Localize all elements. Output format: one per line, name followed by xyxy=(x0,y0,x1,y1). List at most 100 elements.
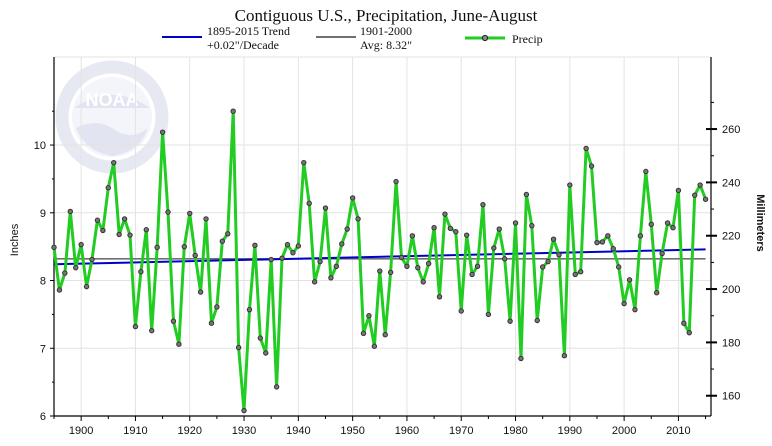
precip-point xyxy=(203,216,209,222)
precip-point xyxy=(648,221,654,228)
legend: 1895-2015 Trend +0.02"/Decade 1901-2000 … xyxy=(162,24,543,52)
precip-point xyxy=(214,304,220,310)
precip-point xyxy=(425,260,432,267)
x-tick-label: 1990 xyxy=(558,425,582,437)
precip-point xyxy=(366,313,372,319)
precip-point xyxy=(328,275,334,281)
precip-point xyxy=(116,231,122,238)
precip-point xyxy=(268,256,274,263)
y-tick-label: 7 xyxy=(40,343,46,355)
precip-point xyxy=(664,220,671,226)
precip-point xyxy=(377,268,383,274)
x-tick-label: 1960 xyxy=(395,425,419,437)
y-tick-label: 8 xyxy=(40,276,46,288)
precip-point xyxy=(127,232,133,238)
precip-point xyxy=(675,187,682,194)
precip-point xyxy=(501,256,508,262)
y2-axis-label: Millimeters xyxy=(754,194,766,251)
trend-line xyxy=(53,248,706,266)
y-axis-label: Inches xyxy=(9,223,21,256)
precip-point xyxy=(230,108,236,114)
precip-point xyxy=(431,224,437,231)
precip-point xyxy=(393,178,399,185)
chart-title: Contiguous U.S., Precipitation, June-Aug… xyxy=(235,6,538,25)
precip-point xyxy=(610,245,616,252)
precip-point xyxy=(567,182,573,188)
precip-point xyxy=(670,224,676,231)
precip-point xyxy=(442,211,448,217)
precip-point xyxy=(333,263,340,270)
precip-point xyxy=(284,241,291,248)
precip-point xyxy=(94,217,101,223)
precip-point xyxy=(594,239,600,246)
y-tick-label: 6 xyxy=(40,411,46,423)
y2-tick-label: 260 xyxy=(722,124,740,136)
precip-point xyxy=(632,306,638,313)
precip-point xyxy=(529,222,535,229)
precip-point xyxy=(311,279,318,285)
precip-point xyxy=(317,258,323,265)
precip-point xyxy=(681,320,687,326)
precip-point xyxy=(132,323,139,330)
precip-point xyxy=(192,252,198,259)
precip-point xyxy=(360,330,367,337)
precip-point xyxy=(246,306,253,313)
precip-point xyxy=(301,159,307,166)
legend-avg-label: 1901-2000 xyxy=(360,24,412,38)
precip-point xyxy=(605,233,611,239)
precip-point xyxy=(539,264,546,270)
precip-point xyxy=(577,269,584,275)
y2-tick-label: 200 xyxy=(722,284,740,296)
precip-point xyxy=(626,277,633,283)
precip-point xyxy=(67,208,73,215)
precip-point xyxy=(463,232,470,238)
x-tick-label: 1900 xyxy=(69,425,93,437)
precip-point xyxy=(697,182,703,188)
precip-point xyxy=(176,341,182,347)
legend-avg-value: Avg: 8.32" xyxy=(360,38,412,52)
precip-point xyxy=(349,195,356,201)
precip-point xyxy=(197,289,204,295)
precip-point xyxy=(572,271,578,278)
precip-point xyxy=(208,320,215,326)
precip-point xyxy=(62,270,68,276)
precip-point xyxy=(453,229,459,235)
precip-point xyxy=(485,311,492,318)
x-tick-label: 1970 xyxy=(449,425,473,437)
precip-point xyxy=(534,317,540,324)
precip-point xyxy=(692,192,698,198)
precip-point xyxy=(561,353,568,359)
precip-point xyxy=(241,407,247,414)
legend-precip-label: Precip xyxy=(512,32,543,46)
precip-point xyxy=(322,205,329,211)
precip-point xyxy=(621,300,627,307)
precip-point xyxy=(273,384,280,390)
precip-point xyxy=(78,241,84,248)
x-tick-label: 1930 xyxy=(232,425,256,437)
plot-area: 6 7 8 9 10 160 180 200 220 240 260 1900 1910 1920 1930… xyxy=(34,56,740,437)
precip-point xyxy=(56,287,63,293)
legend-trend-rate: +0.02"/Decade xyxy=(207,38,279,52)
legend-trend-label: 1895-2015 Trend xyxy=(207,24,290,38)
precip-point xyxy=(165,209,171,215)
precip-point xyxy=(295,243,302,249)
y2-tick-label: 180 xyxy=(722,337,740,349)
precip-point xyxy=(100,227,106,234)
noaa-logo-text: NOAA xyxy=(86,90,139,110)
precip-point xyxy=(252,242,258,249)
precip-point xyxy=(491,245,497,251)
precip-point xyxy=(637,233,644,239)
precip-point xyxy=(170,318,177,324)
precip-point xyxy=(143,227,150,233)
precip-point xyxy=(583,145,589,152)
x-tick-label: 1920 xyxy=(178,425,202,437)
precip-point xyxy=(415,264,421,271)
precip-point xyxy=(556,252,562,258)
precip-point xyxy=(523,191,530,198)
precip-point xyxy=(339,241,345,247)
precip-point xyxy=(550,236,557,242)
precip-point xyxy=(83,283,90,290)
precip-point xyxy=(447,225,454,232)
x-tick-label: 2000 xyxy=(612,425,636,437)
precip-point xyxy=(545,258,551,265)
